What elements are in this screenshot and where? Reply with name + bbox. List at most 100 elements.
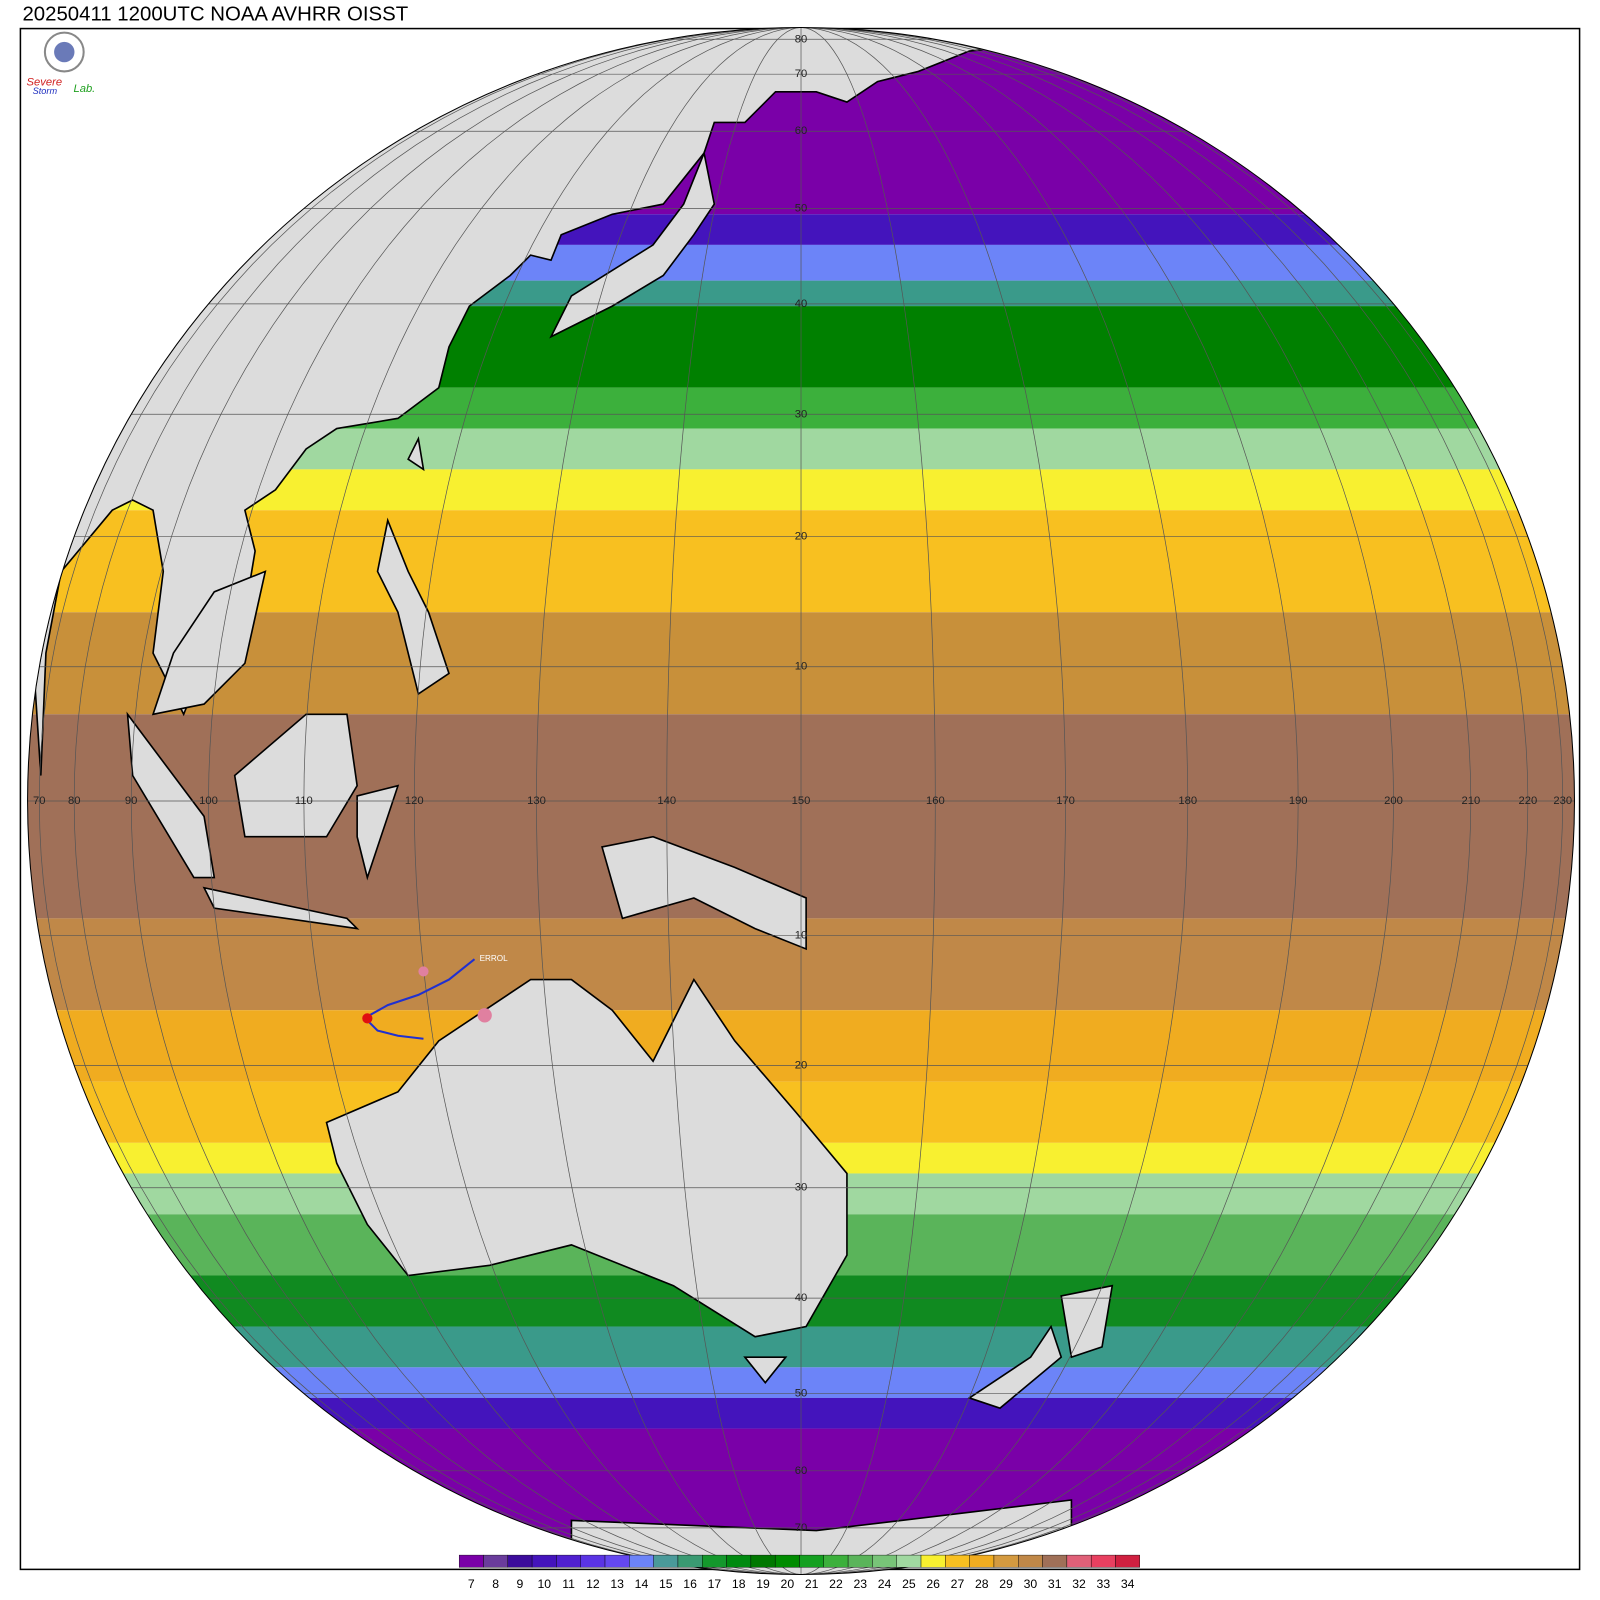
colorbar-swatch	[507, 1554, 533, 1568]
lat-label: 80	[795, 33, 807, 45]
meridian	[801, 27, 1529, 1575]
lat-label: 20	[795, 1060, 807, 1072]
globe-outline	[27, 27, 1575, 1575]
meridian	[666, 27, 802, 1575]
lon-label: 180	[1178, 795, 1197, 807]
colorbar-swatch	[847, 1554, 873, 1568]
colorbar-swatch	[750, 1554, 776, 1568]
colorbar-label: 8	[492, 1577, 499, 1591]
lon-label: 110	[295, 795, 313, 807]
colorbar-label: 21	[805, 1577, 819, 1591]
lon-label: 210	[1462, 795, 1481, 807]
lon-label: 190	[1289, 795, 1308, 807]
lon-label: 160	[926, 795, 945, 807]
colorbar-label: 33	[1097, 1577, 1111, 1591]
logo-lab: Lab.	[73, 83, 95, 95]
colorbar-swatch	[920, 1554, 946, 1568]
colorbar-label: 9	[517, 1577, 524, 1591]
meridian	[536, 27, 802, 1575]
colorbar-label: 24	[878, 1577, 892, 1591]
lat-label: 10	[795, 661, 807, 673]
colorbar-swatch	[799, 1554, 825, 1568]
graticule-labels: 80 70 60 50 40 30 20 10 10 20 30 40 50 60 70 70 80 90 100 1…	[33, 33, 1572, 1534]
colorbar-label: 29	[999, 1577, 1013, 1591]
lat-label: 30	[795, 408, 807, 420]
colorbar: 7 8 9 10 11 12 13 14 15 16 17 18 19 20 21 22 23 24 25 26 27 2…	[458, 1554, 1141, 1591]
colorbar-swatch	[823, 1554, 849, 1568]
meridian	[130, 27, 802, 1575]
colorbar-swatch	[993, 1554, 1019, 1568]
colorbar-label: 12	[586, 1577, 600, 1591]
colorbar-swatch	[896, 1554, 922, 1568]
colorbar-label: 18	[732, 1577, 746, 1591]
lon-label: 90	[125, 795, 137, 807]
colorbar-swatch	[556, 1554, 581, 1568]
meridian	[800, 27, 936, 1575]
lat-label: 60	[795, 1465, 807, 1477]
colorbar-label: 15	[659, 1577, 673, 1591]
colorbar-swatch	[726, 1554, 752, 1568]
colorbar-label: 27	[951, 1577, 965, 1591]
lon-label: 170	[1056, 795, 1075, 807]
meridian	[303, 27, 802, 1575]
storm-label: ERROL	[480, 954, 509, 963]
colorbar-label: 30	[1024, 1577, 1038, 1591]
colorbar-label: 17	[708, 1577, 722, 1591]
lon-label: 230	[1553, 795, 1572, 807]
colorbar-swatch	[458, 1554, 484, 1568]
meridian	[38, 27, 802, 1575]
logo-line2: Storm	[33, 86, 58, 96]
storm-track	[362, 958, 492, 1040]
colorbar-label: 13	[610, 1577, 624, 1591]
colorbar-label: 10	[537, 1577, 551, 1591]
lat-label: 10	[795, 929, 807, 941]
colorbar-label: 14	[635, 1577, 649, 1591]
colorbar-label: 22	[829, 1577, 843, 1591]
lat-label: 60	[795, 125, 807, 137]
lon-label: 80	[68, 795, 80, 807]
lon-label: 70	[33, 795, 45, 807]
lon-label: 140	[657, 795, 676, 807]
lat-label: 40	[795, 1292, 807, 1304]
meridian	[801, 27, 1394, 1575]
colorbar-swatch	[1066, 1554, 1092, 1568]
lon-label: 100	[199, 795, 218, 807]
colorbar-swatch	[677, 1554, 703, 1568]
meridian	[801, 27, 1299, 1575]
colorbar-swatch	[1090, 1554, 1116, 1568]
colorbar-label: 28	[975, 1577, 989, 1591]
meridian	[413, 27, 802, 1575]
colorbar-swatch	[531, 1554, 557, 1568]
title: 20250411 1200UTC NOAA AVHRR OISST	[22, 3, 408, 25]
colorbar-label: 19	[756, 1577, 770, 1591]
colorbar-swatch	[653, 1554, 679, 1568]
lon-label: 220	[1518, 795, 1537, 807]
colorbar-swatch	[969, 1554, 995, 1568]
colorbar-label: 23	[853, 1577, 867, 1591]
colorbar-label: 34	[1121, 1577, 1135, 1591]
colorbar-label: 7	[468, 1577, 475, 1591]
colorbar-label: 25	[902, 1577, 916, 1591]
lon-label: 150	[792, 795, 811, 807]
colorbar-swatch	[629, 1554, 654, 1568]
meridian	[801, 27, 1564, 1575]
lat-label: 30	[795, 1182, 807, 1194]
colorbar-label: 32	[1072, 1577, 1086, 1591]
lat-label: 70	[795, 1522, 807, 1534]
lon-label: 120	[405, 795, 424, 807]
lat-label: 50	[795, 1388, 807, 1400]
colorbar-swatch	[945, 1554, 970, 1568]
logo-line1: Severe	[27, 77, 63, 89]
colorbar-swatch	[604, 1554, 630, 1568]
colorbar-swatch	[1018, 1554, 1043, 1568]
meridian	[801, 27, 1189, 1575]
lat-label: 70	[795, 68, 807, 80]
colorbar-swatch	[1115, 1554, 1141, 1568]
colorbar-swatch	[702, 1554, 727, 1568]
colorbar-label: 20	[781, 1577, 795, 1591]
colorbar-label: 26	[926, 1577, 940, 1591]
lon-label: 130	[527, 795, 546, 807]
lat-label: 40	[795, 298, 807, 310]
